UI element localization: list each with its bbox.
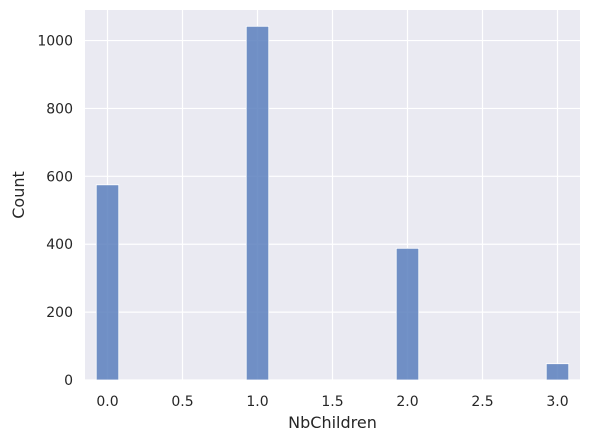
y-tick-label: 0	[64, 373, 73, 389]
x-tick-label: 2.0	[396, 394, 418, 410]
y-tick-label: 800	[46, 101, 73, 117]
bars	[95, 25, 570, 381]
histogram-bar	[95, 184, 120, 381]
x-tick-label: 2.5	[471, 394, 493, 410]
x-tick-label: 3.0	[546, 394, 568, 410]
x-tick-label: 1.0	[246, 394, 268, 410]
histogram-bar	[395, 247, 420, 381]
y-tick-label: 400	[46, 237, 73, 253]
y-tick-label: 1000	[37, 34, 73, 50]
x-tick-label: 1.5	[321, 394, 343, 410]
x-tick-label: 0.0	[96, 394, 118, 410]
histogram-bar	[545, 363, 570, 381]
y-tick-labels: 0 200 400 600 800 1000	[37, 34, 73, 389]
x-axis-label: NbChildren	[288, 413, 377, 432]
y-tick-label: 600	[46, 169, 73, 185]
x-tick-labels: 0.0 0.5 1.0 1.5 2.0 2.5 3.0	[96, 394, 568, 410]
histogram-bar	[245, 25, 270, 381]
y-tick-label: 200	[46, 305, 73, 321]
y-axis-label: Count	[9, 171, 28, 219]
x-tick-label: 0.5	[171, 394, 193, 410]
